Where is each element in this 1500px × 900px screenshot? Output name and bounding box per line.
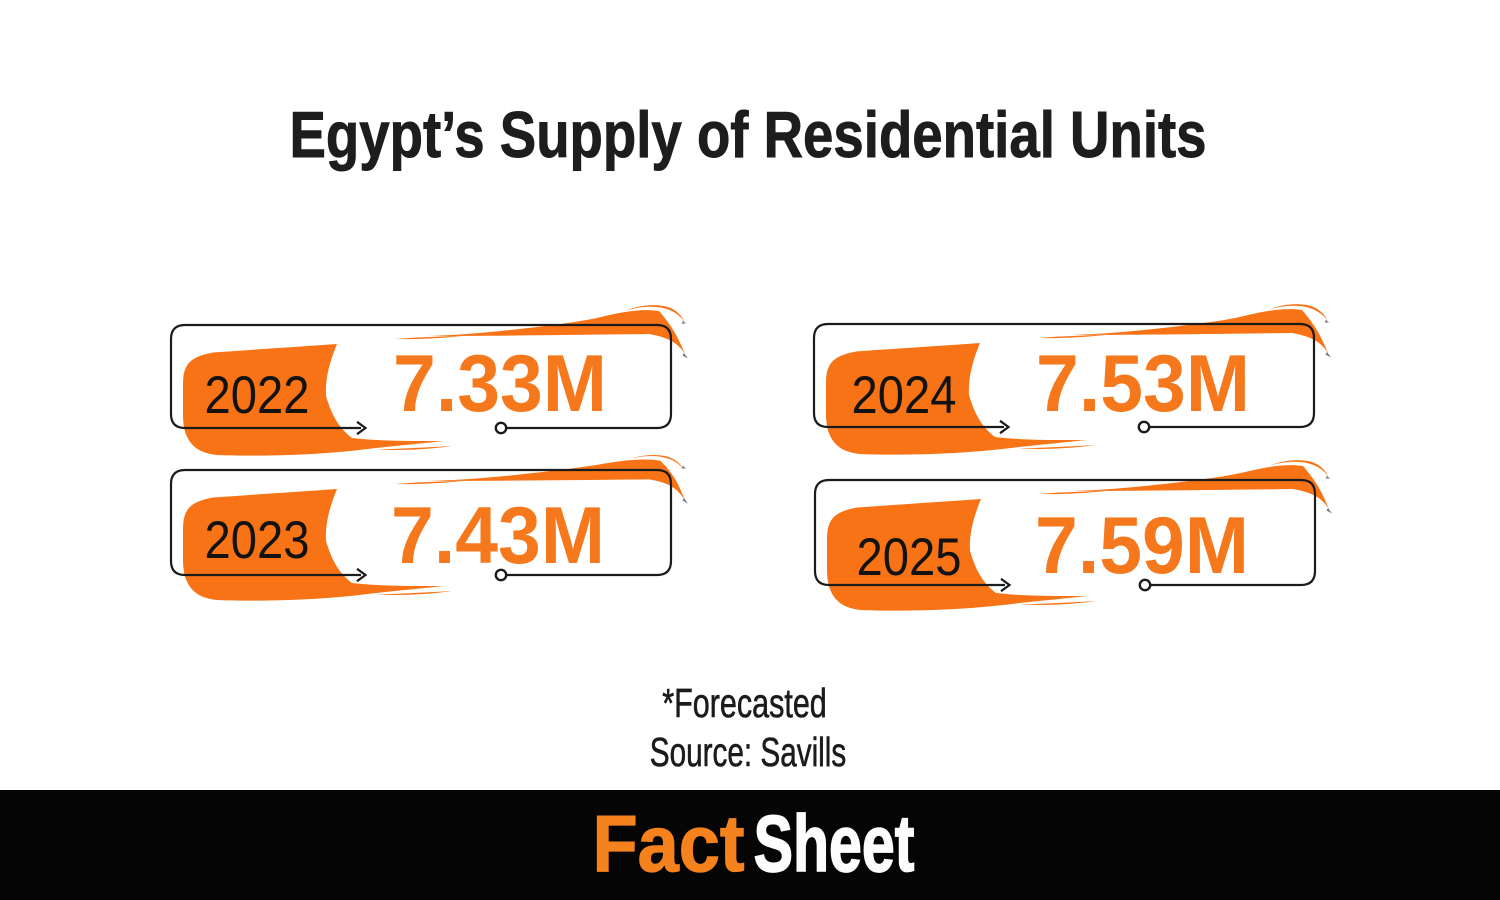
svg-text:7.33M: 7.33M (393, 338, 607, 428)
svg-text:2025: 2025 (857, 527, 962, 586)
svg-text:2023: 2023 (205, 510, 310, 569)
svg-text:2024: 2024 (852, 365, 957, 424)
svg-text:7.53M: 7.53M (1036, 338, 1250, 428)
svg-text:Fact: Fact (593, 799, 745, 888)
svg-text:2022: 2022 (205, 365, 310, 424)
svg-text:Egypt’s Supply of Residential: Egypt’s Supply of Residential Units (289, 99, 1206, 172)
svg-text:*Forecasted: *Forecasted (662, 680, 827, 726)
svg-text:Sheet: Sheet (754, 798, 915, 888)
svg-text:7.59M: 7.59M (1035, 500, 1249, 590)
svg-text:Source: Savills: Source: Savills (650, 729, 846, 775)
svg-text:7.43M: 7.43M (391, 490, 605, 580)
